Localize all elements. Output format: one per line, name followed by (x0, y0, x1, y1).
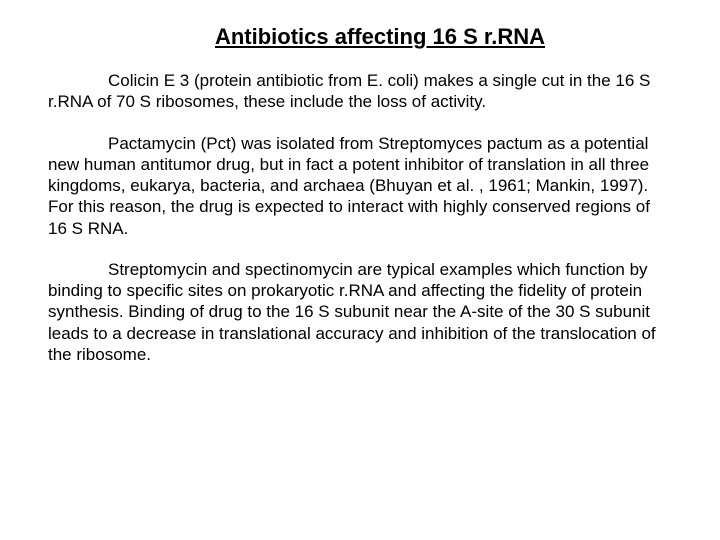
paragraph-pactamycin: Pactamycin (Pct) was isolated from Strep… (48, 133, 672, 239)
paragraph-colicin: Colicin E 3 (protein antibiotic from E. … (48, 70, 672, 113)
paragraph-streptomycin: Streptomycin and spectinomycin are typic… (48, 259, 672, 365)
page-title: Antibiotics affecting 16 S r.RNA (88, 24, 672, 50)
